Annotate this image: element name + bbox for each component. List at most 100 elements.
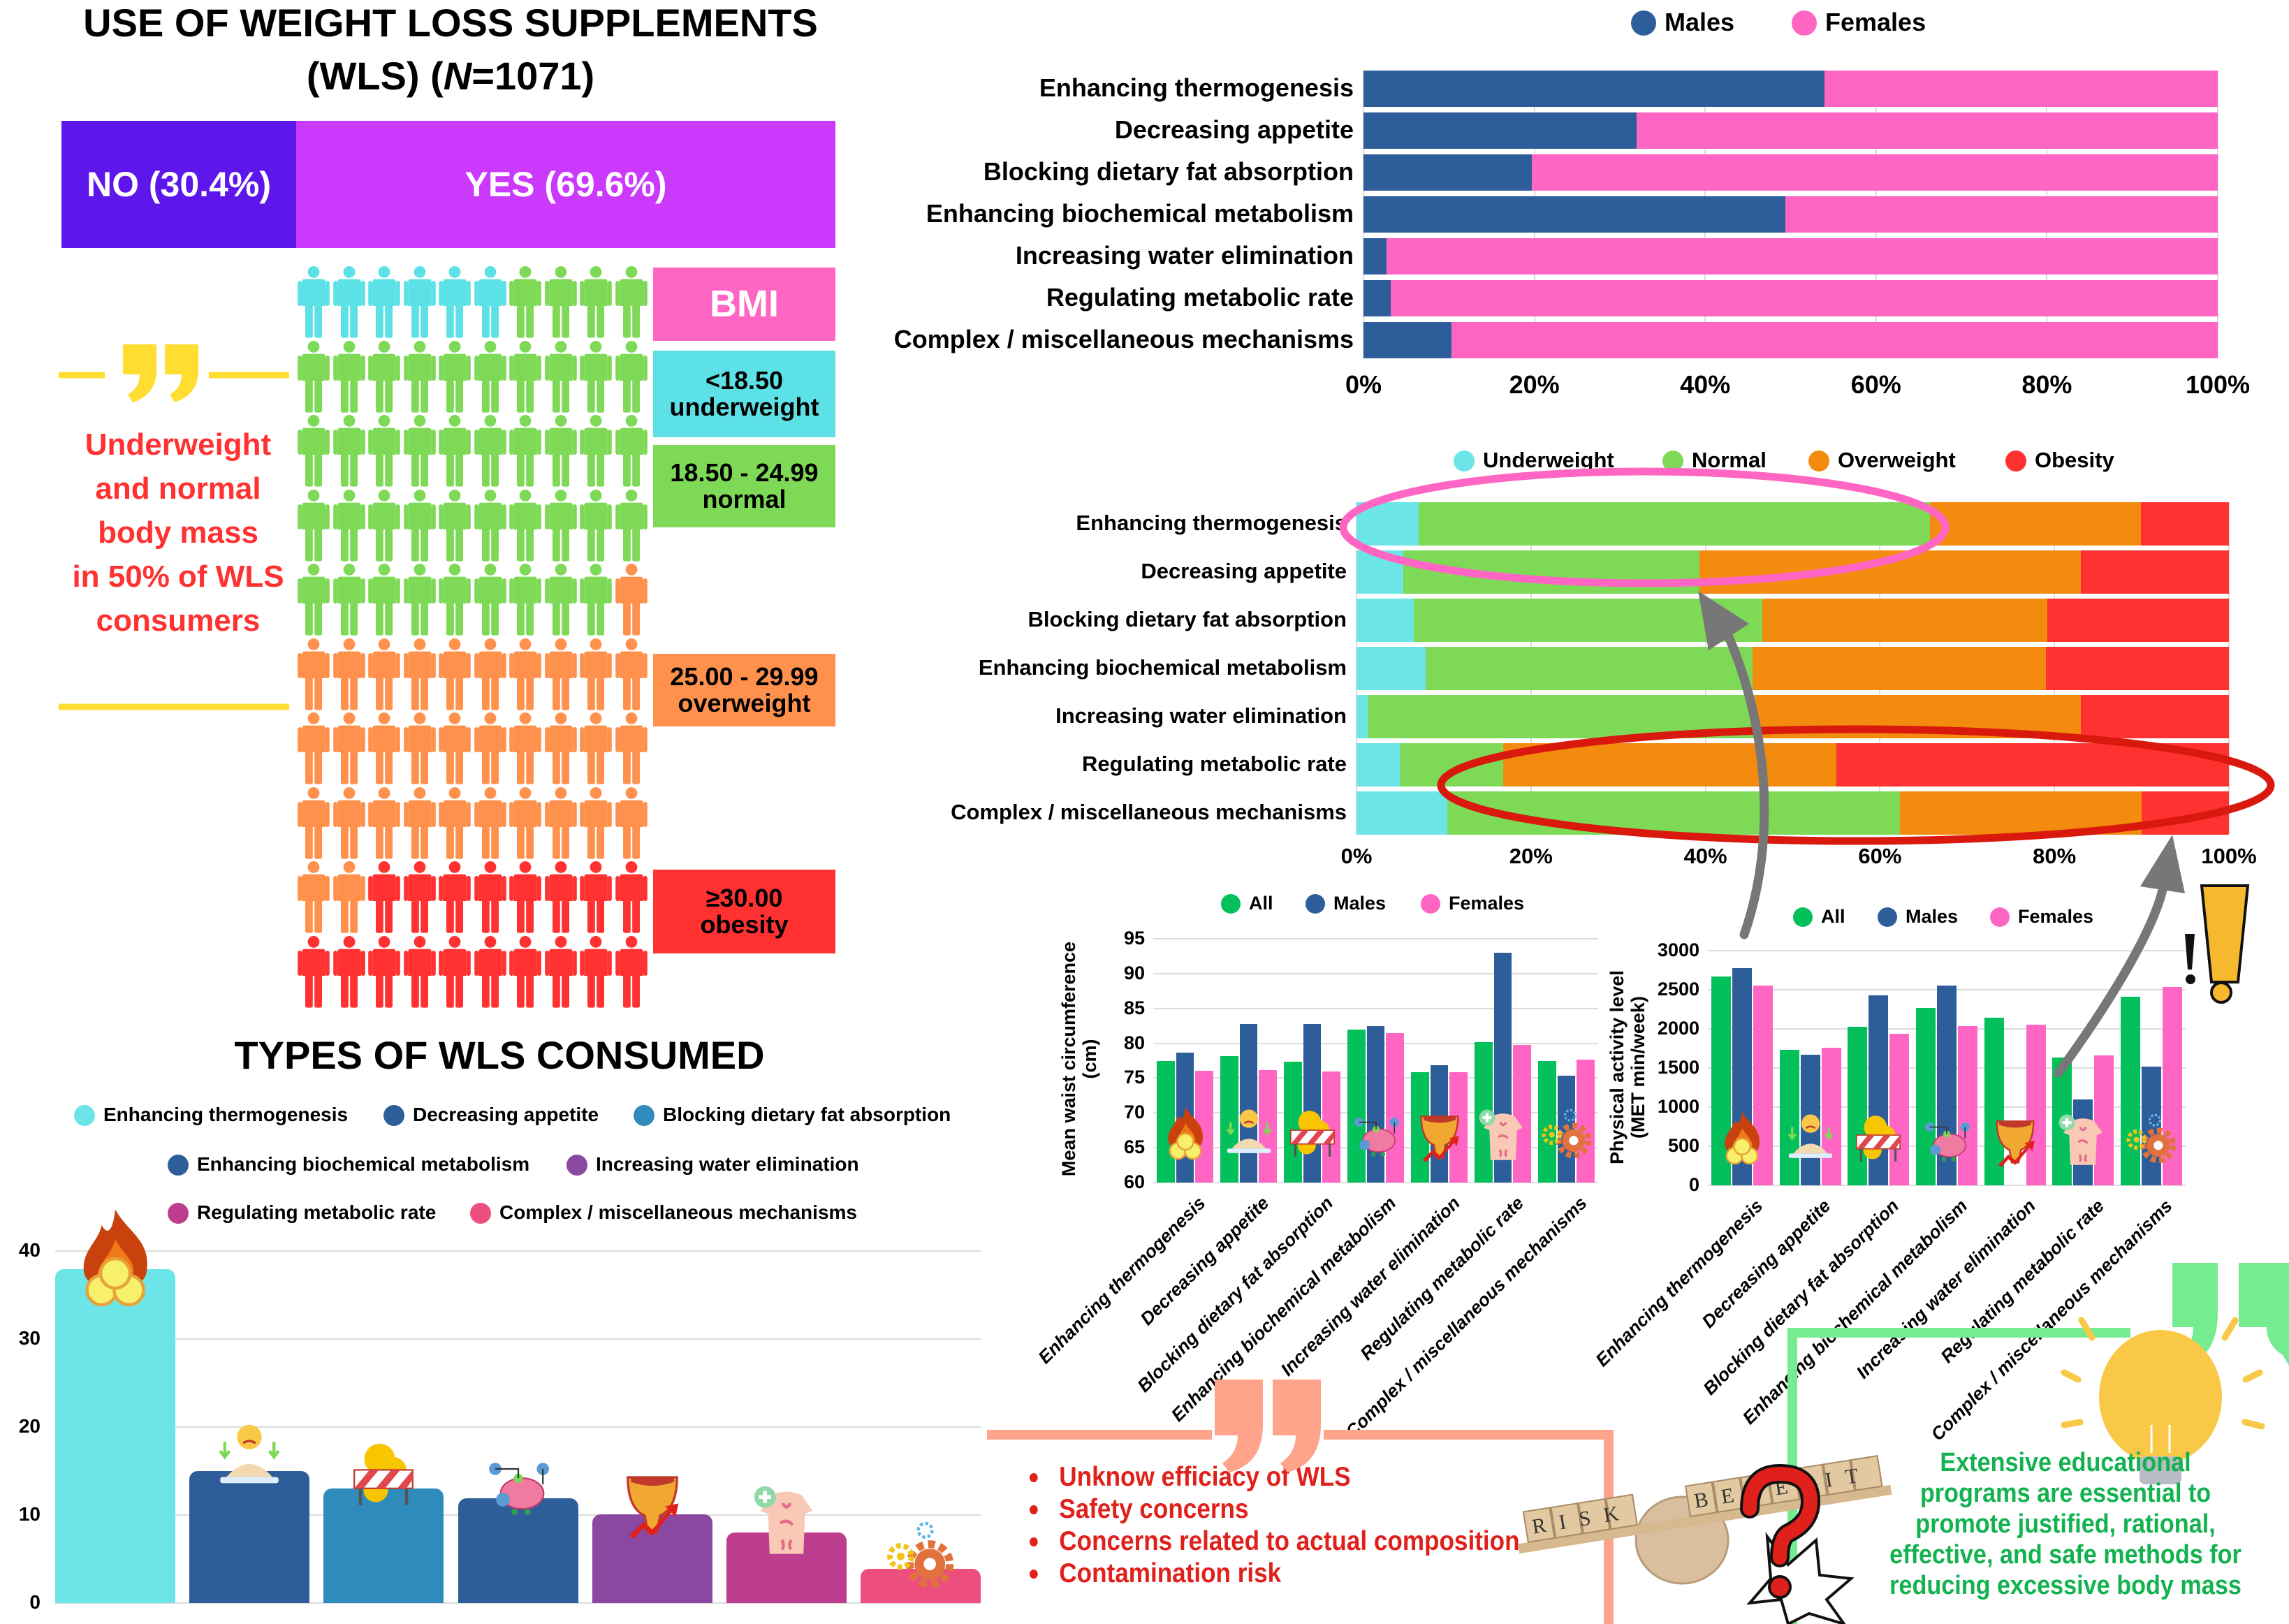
y-tick-label: 2000 (1657, 1018, 1699, 1039)
y-axis-label: Physical activity level (MET min/week) (1607, 858, 1648, 1277)
bar-segment (1929, 502, 2142, 546)
person-icon (509, 861, 542, 933)
bar-segment (1418, 502, 1931, 546)
legend-swatch (74, 1105, 95, 1126)
bar (2142, 1066, 2162, 1185)
person-icon (509, 935, 542, 1008)
body-organs-icon (1475, 1105, 1532, 1162)
y-tick-label: 3000 (1657, 939, 1699, 960)
risk-text: Unknow efficiacy of WLS (1059, 1462, 1351, 1492)
callout-line: body mass (98, 515, 258, 550)
gears-icon (1538, 1105, 1595, 1162)
bar-segment (1363, 322, 1452, 358)
x-tick-label: Complex / miscellaneous mechanisms (1926, 1195, 2177, 1445)
person-icon (509, 638, 542, 710)
person-icon (332, 787, 366, 859)
category-label: Complex / miscellaneous mechanisms (951, 800, 1347, 825)
person-icon (579, 861, 613, 933)
bar-segment (1363, 196, 1786, 233)
person-icon (403, 265, 437, 338)
risk-text: Concerns related to actual composition (1059, 1526, 1520, 1556)
bmi-obesity-box: ≥30.00 obesity (653, 870, 835, 953)
gridline (1708, 950, 2186, 951)
person-icon (438, 414, 471, 487)
legend-label: Complex / miscellaneous mechanisms (499, 1201, 857, 1224)
y-tick-label: 75 (1123, 1067, 1145, 1088)
green-quote-icon (2172, 1263, 2289, 1366)
bmi-title: BMI (710, 283, 779, 325)
legend-swatch (1878, 907, 1897, 927)
person-icon (615, 935, 648, 1008)
bar (1513, 1044, 1532, 1183)
person-icon (544, 265, 578, 338)
x-tick-label: 0% (1340, 844, 1373, 869)
person-icon (544, 861, 578, 933)
body-organs-icon (748, 1480, 825, 1557)
fat-barrier-icon (1850, 1110, 1907, 1167)
person-icon (438, 340, 471, 413)
y-tick-label: 20 (18, 1415, 41, 1437)
person-icon (403, 935, 437, 1008)
y-tick-label: 70 (1123, 1102, 1145, 1123)
x-tick-label: Decreasing appetite (1697, 1195, 1835, 1332)
person-icon (474, 265, 507, 338)
bar-segment (1637, 112, 2218, 149)
category-label: Decreasing appetite (1114, 115, 1354, 145)
legend-swatch (168, 1203, 189, 1224)
bar-segment (1699, 550, 2082, 594)
gridline (1153, 1007, 1598, 1009)
bar (1577, 1059, 1595, 1183)
bar (1220, 1055, 1238, 1183)
bar-segment (1502, 743, 1837, 787)
legend-label: Males (1665, 8, 1735, 37)
y-tick-label: 1000 (1657, 1096, 1699, 1117)
person-icon (403, 414, 437, 487)
bar (2026, 1025, 2046, 1185)
bar (1239, 1023, 1258, 1183)
bmi-range: <18.50 (705, 366, 784, 395)
bar (55, 1269, 175, 1603)
legend-swatch (1631, 10, 1656, 36)
person-icon (297, 414, 330, 487)
person-icon (297, 489, 330, 562)
body-organs-icon (2054, 1110, 2112, 1167)
person-icon (403, 563, 437, 636)
bar-segment (2047, 599, 2230, 642)
person-icon (544, 712, 578, 784)
person-icon (579, 489, 613, 562)
bar (323, 1488, 444, 1603)
person-icon (544, 340, 578, 413)
legend-label: Blocking dietary fat absorption (663, 1104, 951, 1126)
person-icon (403, 489, 437, 562)
legend-swatch (1306, 894, 1325, 914)
x-tick-label: 80% (2021, 370, 2072, 400)
reco-line: programs are essential to (1919, 1479, 2211, 1508)
person-icon (297, 935, 330, 1008)
person-icon (509, 265, 542, 338)
person-icon (579, 414, 613, 487)
person-icon (579, 265, 613, 338)
y-tick-label: 65 (1123, 1136, 1145, 1158)
person-icon (474, 414, 507, 487)
legend-swatch (1421, 894, 1440, 914)
x-tick-label: Enhancing biochemical metabolism (1167, 1192, 1401, 1426)
y-tick-label: 90 (1123, 962, 1145, 983)
person-icon (509, 787, 542, 859)
y-axis-label-line: (MET min/week) (1628, 995, 1648, 1139)
y-tick-label: 95 (1123, 928, 1145, 949)
category-label: Blocking dietary fat absorption (1028, 607, 1347, 632)
y-tick-label: 40 (18, 1239, 41, 1261)
y-axis-label-line: Mean waist circumference (1058, 941, 1079, 1177)
person-icon (367, 489, 401, 562)
bar-segment (1425, 647, 1753, 690)
legend-label: Increasing water elimination (596, 1153, 859, 1176)
person-icon (367, 935, 401, 1008)
legend-swatch (168, 1155, 189, 1176)
person-icon (615, 861, 648, 933)
legend-label: All (1821, 905, 1845, 927)
person-icon (579, 563, 613, 636)
category-label: Enhancing biochemical metabolism (978, 655, 1347, 680)
page-title-line1: USE OF WEIGHT LOSS SUPPLEMENTS (83, 1, 818, 45)
person-icon (403, 340, 437, 413)
bar-segment (1403, 550, 1700, 594)
